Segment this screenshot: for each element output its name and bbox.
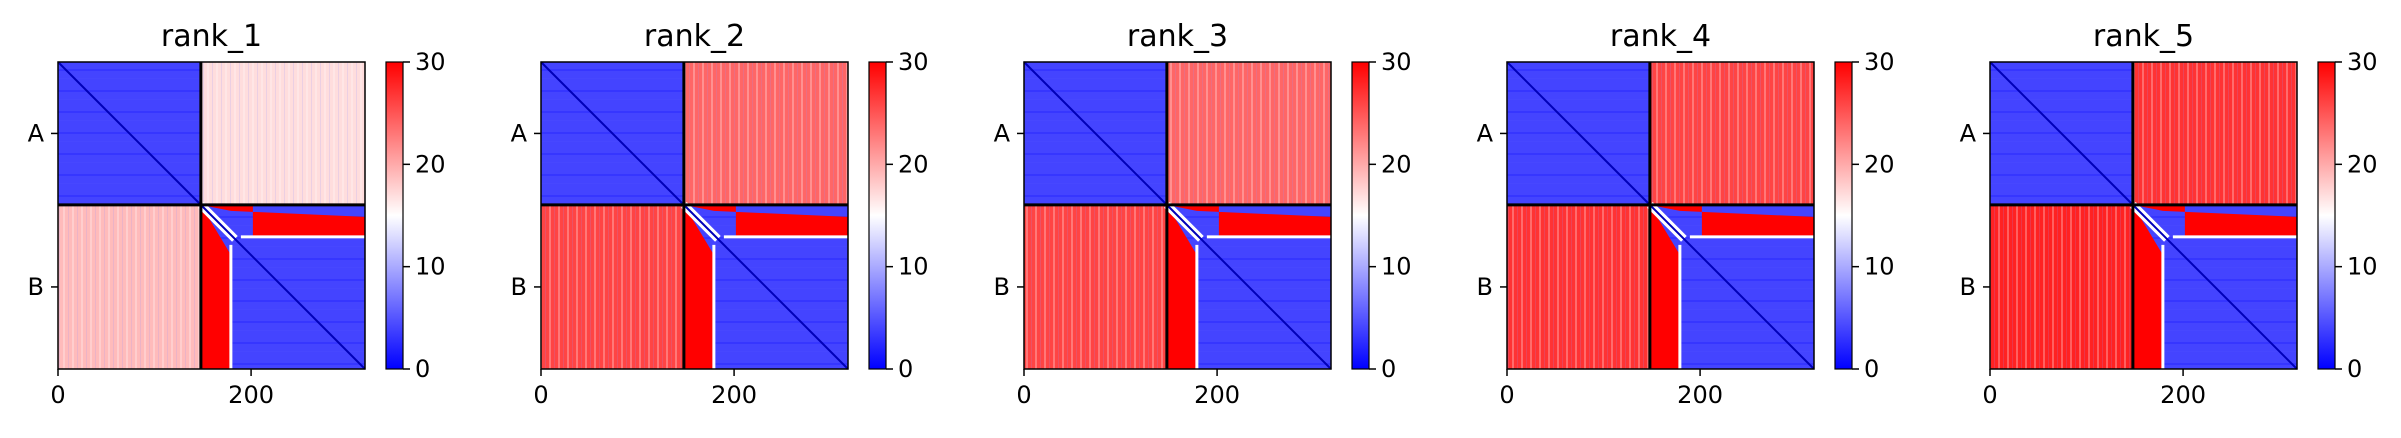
colorbar-tick-label: 20 <box>1864 150 1895 178</box>
diagonal-a <box>1023 61 1168 206</box>
y-tick-label: B <box>28 273 44 301</box>
panel-title: rank_4 <box>1610 19 1711 54</box>
block-texture <box>541 204 684 369</box>
plot-frame <box>57 61 366 370</box>
diagonal-b <box>1649 204 1815 370</box>
diagonal-b <box>683 204 849 370</box>
block-bb-terminal-region <box>2132 204 2163 369</box>
block-texture <box>1166 62 1331 205</box>
diagonal-a <box>1506 61 1651 206</box>
panel-title: rank_1 <box>161 19 262 54</box>
block-bb-terminal-region <box>683 204 714 369</box>
block-texture <box>1990 204 2133 369</box>
block-bb-terminal-region <box>1166 204 1197 369</box>
colorbar-tick-label: 10 <box>2347 253 2378 281</box>
x-tick-label: 200 <box>711 381 757 409</box>
colorbar-tick-label: 10 <box>1381 253 1412 281</box>
block-bb-terminal-region <box>200 204 231 369</box>
x-tick-label: 0 <box>50 381 65 409</box>
colorbar-tick-label: 20 <box>1381 150 1412 178</box>
colorbar-tick-label: 30 <box>1381 48 1412 76</box>
heatmap-panel-5: rank_5 0 200 A B 0 10 20 30 <box>1960 19 2378 409</box>
colorbar-tick-label: 30 <box>415 48 446 76</box>
colorbar-frame <box>385 61 404 370</box>
colorbar <box>1835 62 1852 369</box>
y-tick-label: A <box>511 119 528 147</box>
block-texture <box>1507 204 1650 369</box>
colorbar-tick-label: 30 <box>898 48 929 76</box>
colorbar-frame <box>1351 61 1370 370</box>
y-tick-label: A <box>1477 119 1494 147</box>
colorbar-tick-label: 0 <box>1381 355 1396 383</box>
block-texture <box>2132 62 2297 205</box>
heatmap-panel-3: rank_3 0 200 A B 0 10 20 30 <box>994 19 1412 409</box>
diagonal-b <box>200 204 366 370</box>
colorbar-tick-label: 20 <box>415 150 446 178</box>
colorbar-tick-label: 30 <box>2347 48 2378 76</box>
block-bb-terminal-region <box>683 204 848 237</box>
y-tick-label: B <box>994 273 1010 301</box>
colorbar-frame <box>868 61 887 370</box>
colorbar <box>386 62 403 369</box>
colorbar <box>1352 62 1369 369</box>
colorbar-tick-label: 0 <box>1864 355 1879 383</box>
colorbar-tick-label: 10 <box>1864 253 1895 281</box>
y-tick-label: A <box>994 119 1011 147</box>
colorbar-tick-label: 10 <box>415 253 446 281</box>
x-tick-label: 200 <box>1194 381 1240 409</box>
heatmap-panel-4: rank_4 0 200 A B 0 10 20 30 <box>1477 19 1895 409</box>
block-bb-terminal-region <box>1649 204 1814 237</box>
heatmap-panel-1: rank_1 0 200 A B 0 10 20 30 <box>28 19 446 409</box>
colorbar-tick-label: 0 <box>415 355 430 383</box>
colorbar-tick-label: 0 <box>898 355 913 383</box>
x-tick-label: 0 <box>533 381 548 409</box>
block-bb-terminal-region <box>2132 204 2297 237</box>
colorbar <box>869 62 886 369</box>
diagonal-a <box>1989 61 2134 206</box>
colorbar-tick-label: 20 <box>898 150 929 178</box>
diagonal-b <box>1166 204 1332 370</box>
colorbar-frame <box>2317 61 2336 370</box>
diagonal-a <box>57 61 202 206</box>
x-tick-label: 200 <box>2160 381 2206 409</box>
block-bb-terminal-region <box>1649 204 1680 369</box>
panel-title: rank_5 <box>2093 19 2194 54</box>
colorbar-frame <box>1834 61 1853 370</box>
y-tick-label: B <box>511 273 527 301</box>
colorbar-tick-label: 0 <box>2347 355 2362 383</box>
plot-frame <box>1989 61 2298 370</box>
block-texture <box>58 204 201 369</box>
block-texture <box>1649 62 1814 205</box>
panel-title: rank_2 <box>644 19 745 54</box>
plot-frame <box>1023 61 1332 370</box>
plot-frame <box>540 61 849 370</box>
diagonal-a <box>540 61 685 206</box>
y-tick-label: B <box>1960 273 1976 301</box>
x-tick-label: 200 <box>228 381 274 409</box>
colorbar-tick-label: 10 <box>898 253 929 281</box>
y-tick-label: A <box>28 119 45 147</box>
colorbar-tick-label: 30 <box>1864 48 1895 76</box>
y-tick-label: B <box>1477 273 1493 301</box>
block-bb-terminal-region <box>200 204 365 237</box>
block-texture <box>1024 204 1167 369</box>
block-texture <box>200 62 365 205</box>
heatmap-panel-2: rank_2 0 200 A B 0 10 20 30 <box>511 19 929 409</box>
x-tick-label: 200 <box>1677 381 1723 409</box>
x-tick-label: 0 <box>1982 381 1997 409</box>
diagonal-b <box>2132 204 2298 370</box>
colorbar-tick-label: 20 <box>2347 150 2378 178</box>
plot-frame <box>1506 61 1815 370</box>
y-tick-label: A <box>1960 119 1977 147</box>
x-tick-label: 0 <box>1016 381 1031 409</box>
block-texture <box>683 62 848 205</box>
block-bb-terminal-region <box>1166 204 1331 237</box>
panel-title: rank_3 <box>1127 19 1228 54</box>
colorbar <box>2318 62 2335 369</box>
x-tick-label: 0 <box>1499 381 1514 409</box>
